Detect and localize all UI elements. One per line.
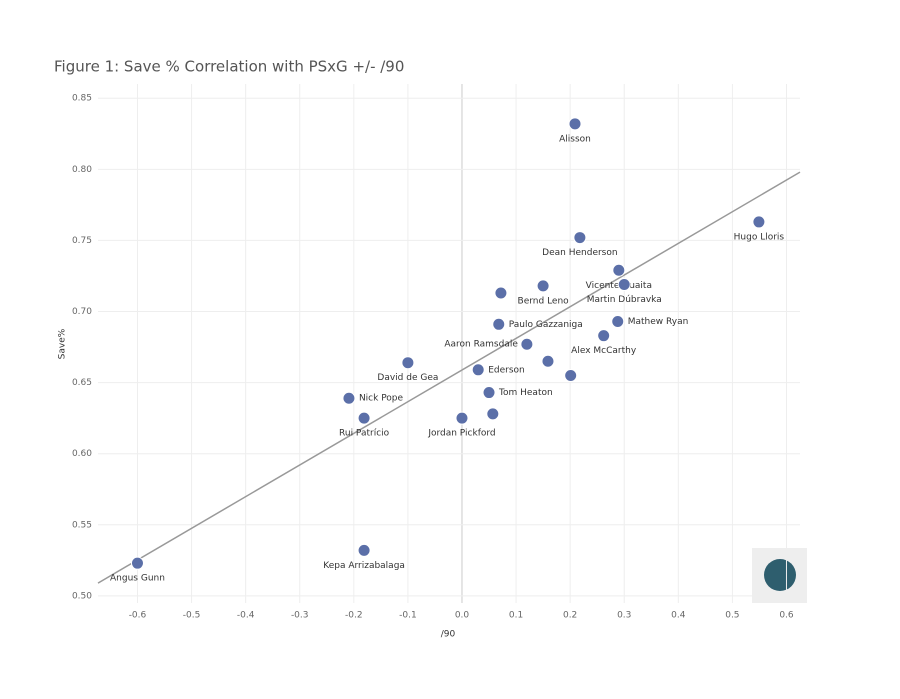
data-point: [541, 354, 555, 368]
trend-line: [97, 171, 801, 584]
x-tick-label: -0.1: [399, 611, 417, 621]
y-tick-label: 0.55: [72, 520, 92, 530]
point-label: Tom Heaton: [498, 388, 553, 398]
data-point: [342, 391, 356, 405]
y-tick-label: 0.50: [72, 591, 92, 601]
data-point: [357, 543, 371, 557]
y-tick-label: 0.75: [72, 236, 92, 246]
point-label: Mathew Ryan: [628, 317, 689, 327]
y-tick-label: 0.70: [72, 307, 92, 317]
y-tick-label: 0.80: [72, 165, 92, 175]
data-point: [752, 215, 766, 229]
data-point: [357, 411, 371, 425]
point-label: Kepa Arrizabalaga: [323, 561, 405, 571]
data-point: [536, 279, 550, 293]
point-label: David de Gea: [377, 373, 438, 383]
y-axis-label: Save%: [58, 328, 68, 359]
data-point: [568, 117, 582, 131]
point-label: Alex McCarthy: [571, 346, 637, 356]
data-point: [455, 411, 469, 425]
point-label: Paulo Gazzaniga: [509, 320, 583, 330]
chart-title: Figure 1: Save % Correlation with PSxG +…: [54, 58, 404, 76]
point-label: Rui Patrício: [339, 429, 390, 439]
x-tick-label: -0.6: [129, 611, 147, 621]
data-point: [611, 314, 625, 328]
y-tick-label: 0.60: [72, 449, 92, 459]
data-point: [612, 263, 626, 277]
y-tick-label: 0.85: [72, 94, 92, 104]
x-tick-label: -0.4: [237, 611, 255, 621]
x-tick-label: -0.3: [291, 611, 309, 621]
x-tick-label: 0.5: [725, 611, 739, 621]
x-tick-label: 0.0: [455, 611, 470, 621]
point-label: Hugo Lloris: [734, 232, 785, 242]
data-point: [471, 363, 485, 377]
x-axis-label: /90: [441, 630, 456, 640]
x-tick-label: -0.2: [345, 611, 363, 621]
point-label: Alisson: [559, 134, 591, 144]
data-point: [564, 368, 578, 382]
point-label: Nick Pope: [359, 394, 404, 404]
data-point: [597, 329, 611, 343]
point-label: Ederson: [488, 365, 525, 375]
point-label: Angus Gunn: [110, 574, 165, 584]
data-point: [401, 356, 415, 370]
y-tick-label: 0.65: [72, 378, 92, 388]
point-label: Bernd Leno: [518, 296, 570, 306]
x-tick-label: 0.6: [779, 611, 794, 621]
x-tick-label: 0.3: [617, 611, 631, 621]
point-label: Martin Dúbravka: [587, 295, 662, 305]
x-tick-label: 0.4: [671, 611, 686, 621]
x-tick-label: 0.1: [509, 611, 523, 621]
data-point: [492, 317, 506, 331]
data-point: [520, 337, 534, 351]
point-label: Jordan Pickford: [427, 429, 495, 439]
data-point: [617, 277, 631, 291]
x-tick-label: 0.2: [563, 611, 577, 621]
data-point: [486, 407, 500, 421]
data-point: [494, 286, 508, 300]
logo: [752, 548, 807, 603]
data-point: [482, 386, 496, 400]
point-label: Aaron Ramsdale: [444, 340, 518, 350]
x-tick-label: -0.5: [183, 611, 201, 621]
data-point: [130, 556, 144, 570]
point-label: Dean Henderson: [542, 248, 617, 258]
data-point: [573, 231, 587, 245]
